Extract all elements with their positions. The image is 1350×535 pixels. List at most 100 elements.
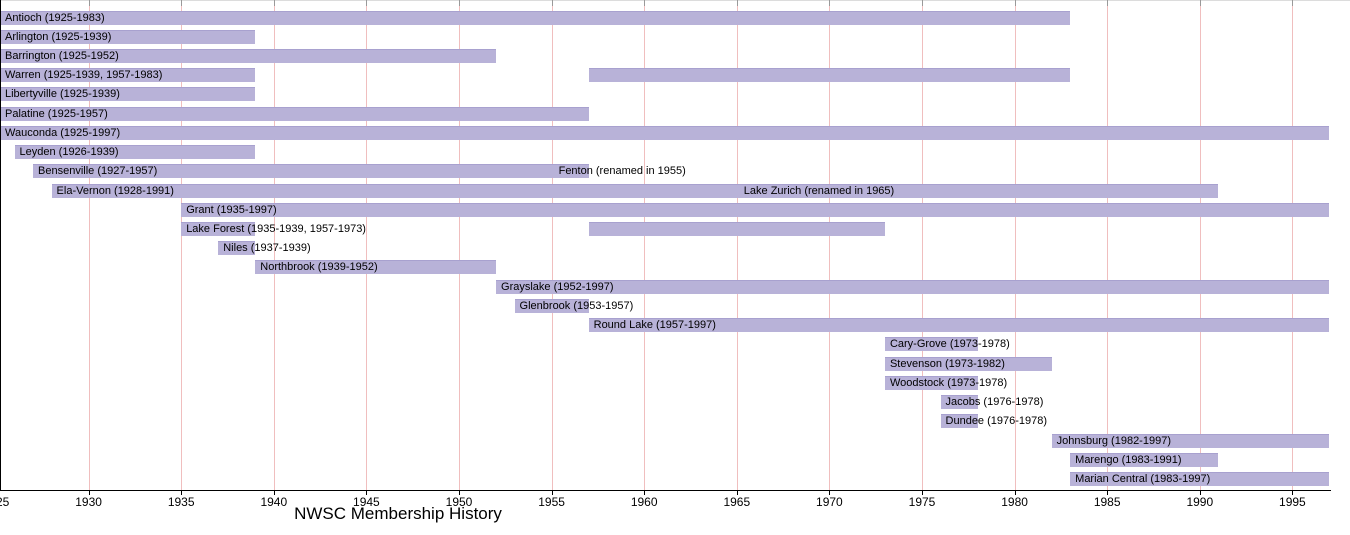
x-axis-tick-label: 1980 [1001, 495, 1028, 509]
timeline-bar [181, 222, 256, 237]
top-hairline [0, 0, 1350, 1]
x-axis-line [0, 490, 1331, 491]
top-axis-tick [88, 0, 90, 6]
x-axis-tick-label: 1975 [908, 495, 936, 509]
top-axis-tick [1014, 0, 1016, 6]
x-axis-tick [1292, 491, 1294, 495]
timeline-bar [588, 68, 1071, 83]
row-label: Johnsburg (1982-1997) [1056, 434, 1171, 447]
timeline-bar [0, 48, 497, 63]
row-label: Bensenville (1927-1957) [38, 165, 158, 178]
timeline-bar [218, 241, 256, 256]
x-axis-tick [459, 491, 460, 495]
year-gridline [1014, 0, 1016, 490]
timeline-bar [33, 164, 589, 179]
timeline-bar [514, 298, 589, 313]
x-axis-tick [1014, 491, 1016, 495]
x-axis-tick-label: 1960 [630, 495, 658, 509]
x-axis-tick [551, 491, 553, 495]
timeline-bar [940, 414, 978, 429]
row-label: Palatine (1925-1957) [5, 107, 108, 120]
x-axis-tick [829, 491, 831, 495]
y-axis-spine [0, 0, 1, 491]
row-label: Northbrook (1939-1952) [260, 261, 378, 274]
x-axis-tick-label: 1970 [816, 495, 843, 509]
timeline-bar [1070, 472, 1330, 487]
top-axis-tick [366, 0, 368, 6]
row-label: Glenbrook (1953-1957) [519, 299, 634, 312]
timeline-bar [0, 125, 1330, 140]
year-gridline [88, 0, 90, 490]
timeline-bar [0, 68, 256, 83]
top-axis-tick [1107, 0, 1109, 6]
x-axis-tick [1107, 491, 1109, 495]
row-label: Antioch (1925-1983) [5, 11, 105, 24]
timeline-bar [1051, 433, 1330, 448]
row-label: Wauconda (1925-1997) [5, 126, 121, 139]
x-axis-tick [644, 491, 646, 495]
row-label: Marian Central (1983-1997) [1075, 473, 1211, 486]
timeline-bar [0, 106, 589, 121]
row-label: Marengo (1983-1991) [1075, 453, 1182, 466]
row-label: Ela-Vernon (1928-1991) [56, 184, 174, 197]
year-gridline [1107, 0, 1109, 490]
timeline-bar [496, 279, 1330, 294]
timeline-bar [255, 260, 497, 275]
top-axis-tick [644, 0, 646, 6]
x-axis-tick-label: 1990 [1186, 495, 1214, 509]
year-gridline [644, 0, 646, 490]
x-axis-tick-label: 1940 [260, 495, 288, 509]
row-label: Stevenson (1973-1982) [889, 357, 1005, 370]
timeline-bar [588, 318, 1330, 333]
row-label: Warren (1925-1939, 1957-1983) [5, 69, 163, 82]
row-label: Niles (1937-1939) [223, 242, 311, 255]
x-axis-tick-label: 1935 [167, 495, 195, 509]
timeline-bar [588, 222, 885, 237]
x-axis-tick [1199, 491, 1201, 495]
year-gridline [922, 0, 923, 490]
top-axis-tick [459, 0, 460, 6]
x-axis-tick-label: 1930 [75, 495, 102, 509]
year-gridline [736, 0, 738, 490]
row-label: Cary-Grove (1973-1978) [889, 338, 1010, 351]
rename-annotation: Fenton (renamed in 1955) [558, 165, 686, 178]
top-axis-tick [736, 0, 738, 6]
x-axis-tick-label: 1950 [445, 495, 473, 509]
row-label: Dundee (1976-1978) [945, 415, 1048, 428]
timeline-bar [884, 337, 978, 352]
top-axis-tick [922, 0, 923, 6]
year-gridline [273, 0, 275, 490]
timeline-bar [0, 10, 1071, 25]
top-axis-tick [829, 0, 831, 6]
rename-annotation: Lake Zurich (renamed in 1965) [743, 184, 895, 197]
year-gridline [181, 0, 183, 490]
year-gridline [1292, 0, 1294, 490]
row-label: Grayslake (1952-1997) [501, 280, 614, 293]
row-label: Woodstock (1973-1978) [889, 376, 1008, 389]
x-axis-tick-label: 1995 [1279, 495, 1306, 509]
row-label: Barrington (1925-1952) [5, 49, 119, 62]
timeline-bar [0, 87, 256, 102]
timeline-bar [884, 375, 978, 390]
top-axis-tick [1292, 0, 1294, 6]
timeline-bar [14, 145, 256, 160]
timeline-bar [884, 356, 1052, 371]
x-axis-tick-label: 1955 [538, 495, 565, 509]
row-label: Arlington (1925-1939) [5, 30, 112, 43]
row-label: Jacobs (1976-1978) [945, 396, 1044, 409]
year-gridline [1199, 0, 1201, 490]
timeline-bar [1070, 452, 1219, 467]
x-axis-tick [88, 491, 90, 495]
x-axis-tick-label: 1945 [353, 495, 380, 509]
year-gridline [551, 0, 553, 490]
timeline-bar [181, 202, 1330, 217]
x-axis-tick [273, 491, 275, 495]
x-axis-tick-label: 1965 [723, 495, 751, 509]
row-label: Round Lake (1957-1997) [593, 319, 716, 332]
row-label: Grant (1935-1997) [186, 203, 277, 216]
row-label: Libertyville (1925-1939) [5, 88, 120, 101]
x-axis-tick [736, 491, 738, 495]
row-label: Leyden (1926-1939) [19, 146, 119, 159]
